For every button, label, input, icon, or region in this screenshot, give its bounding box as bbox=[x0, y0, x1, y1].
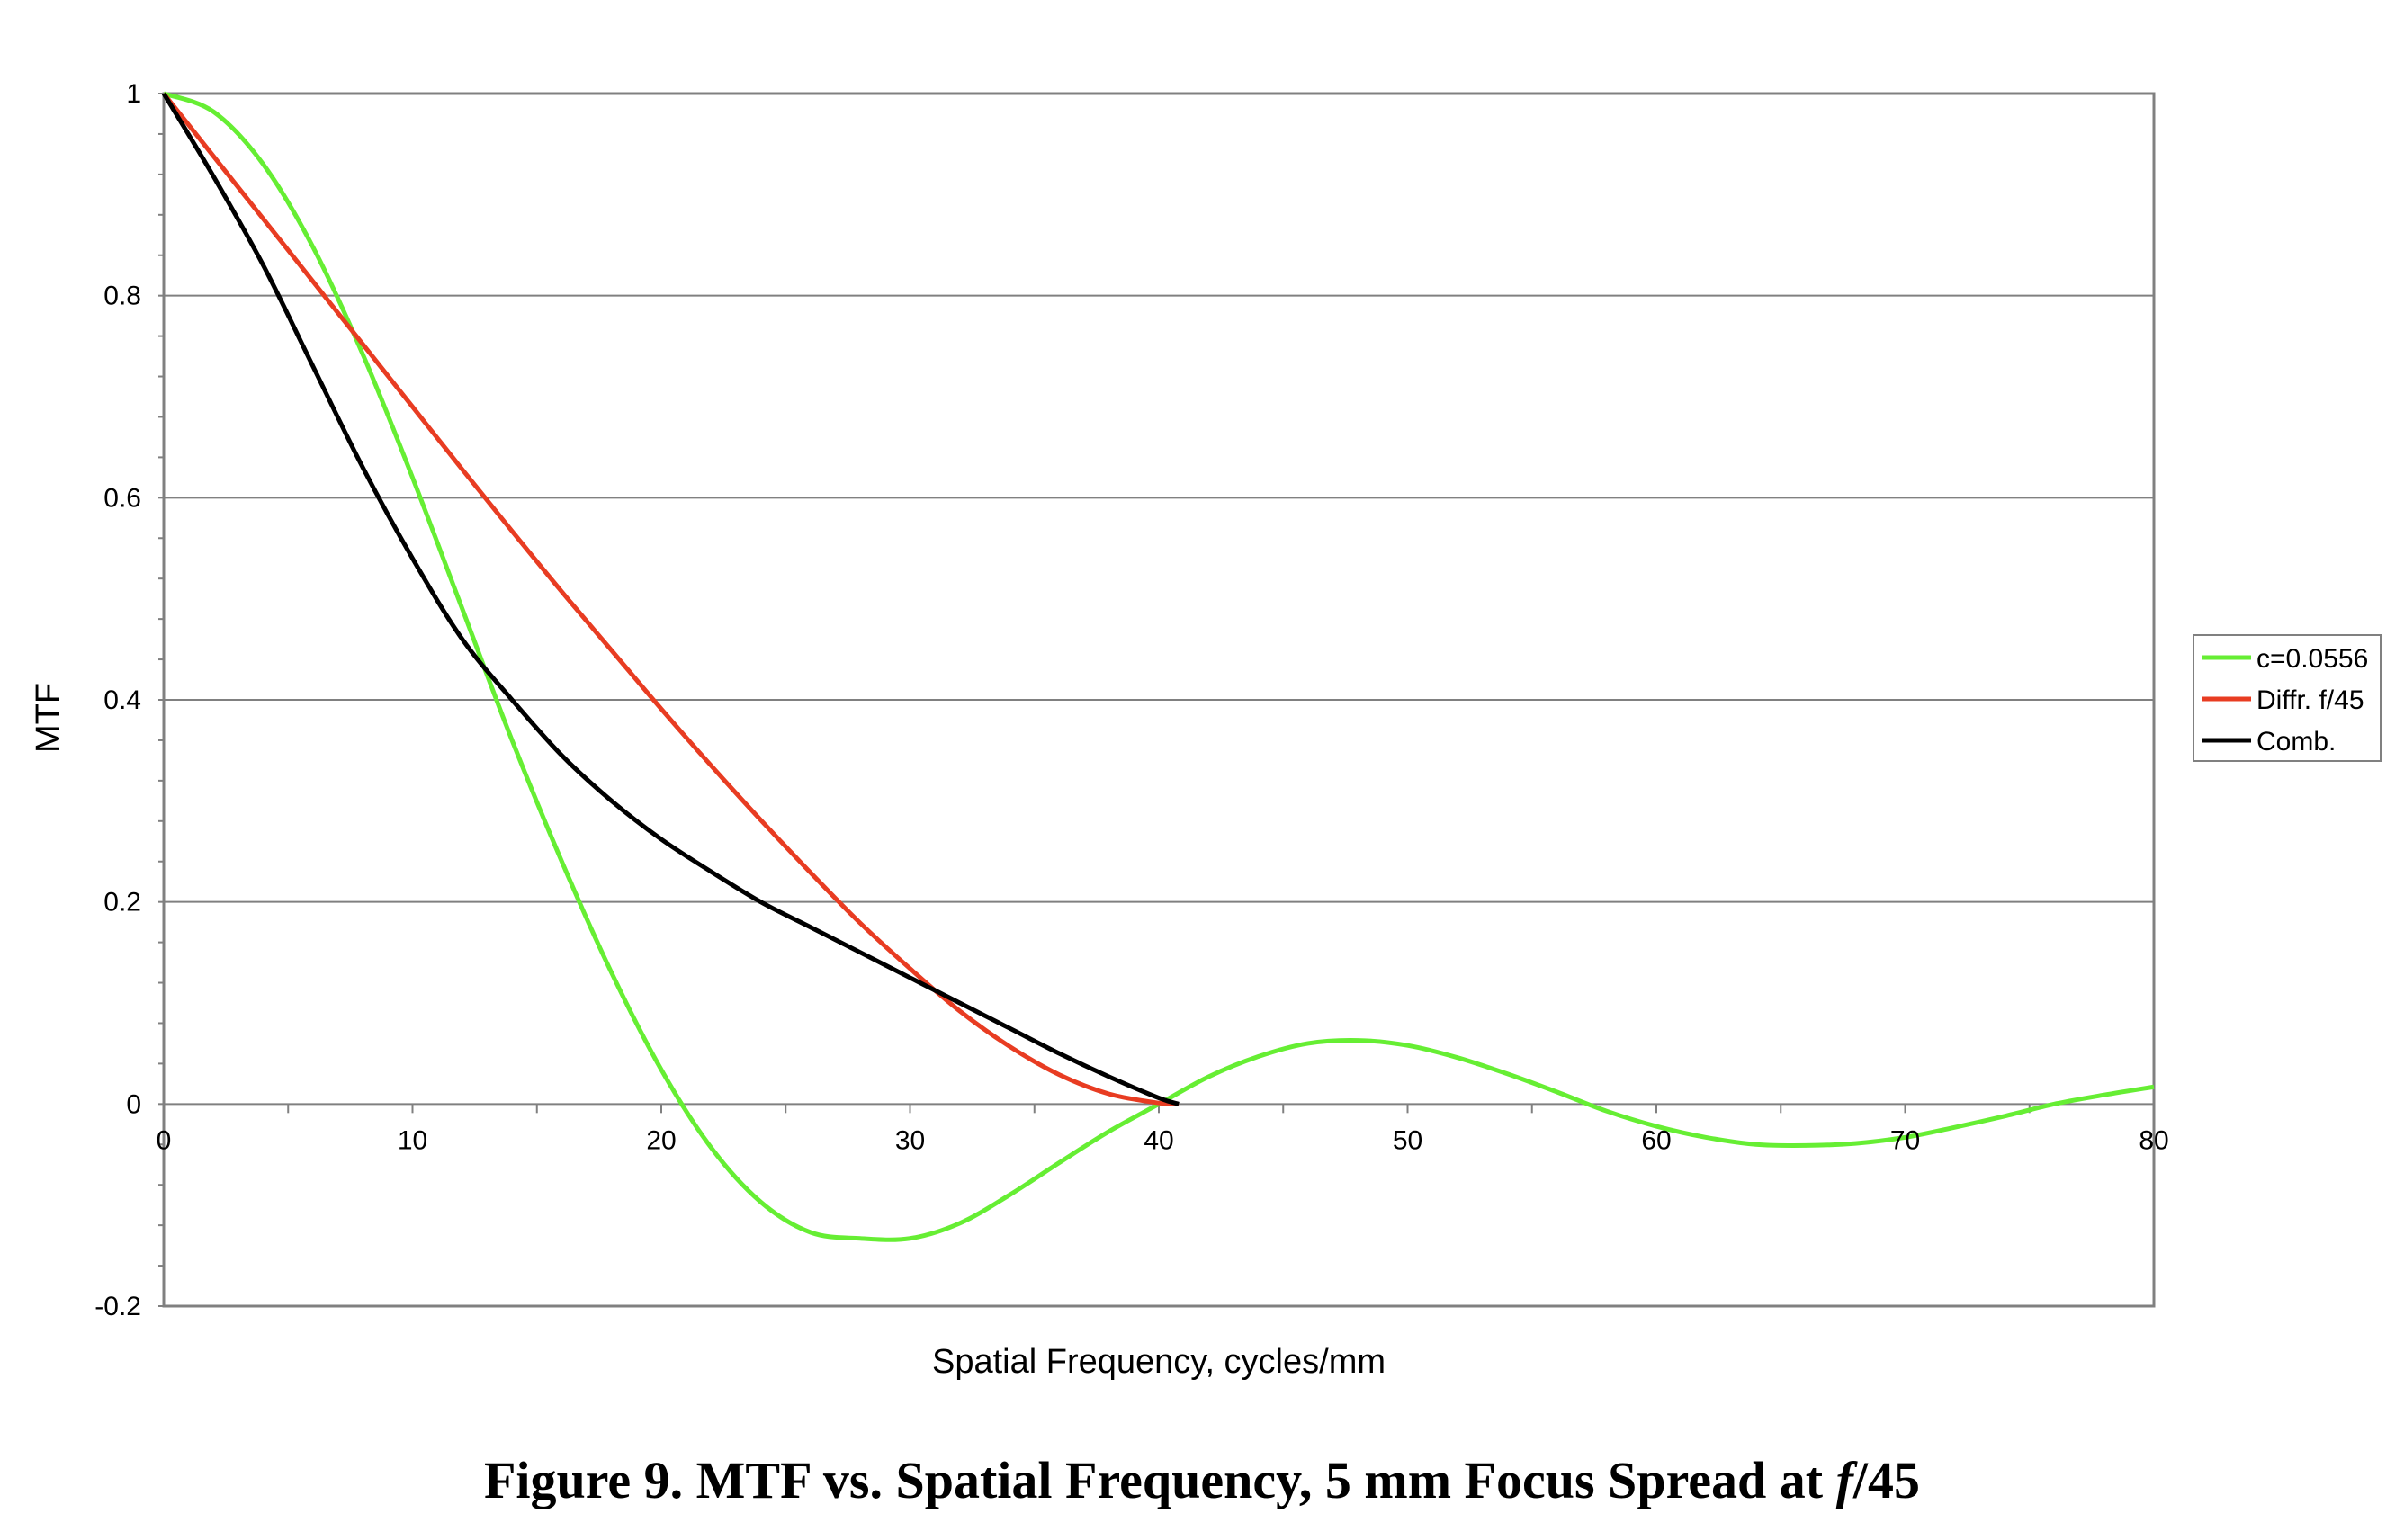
x-tick-label: 20 bbox=[646, 1125, 676, 1155]
x-tick-label: 0 bbox=[157, 1125, 172, 1155]
mtf-chart: 0 10 20 30 40 50 60 70 80 -0.2 0 0.2 0.4 0.6 0.8 1 Spa… bbox=[30, 79, 2382, 1381]
caption-italic-f: f bbox=[1835, 1451, 1853, 1509]
series-line-2 bbox=[161, 92, 1180, 1106]
y-tick-label: 0.2 bbox=[103, 888, 141, 918]
legend: c=0.0556 Diffr. f/45 Comb. bbox=[2193, 634, 2382, 762]
x-tick-labels: 0 10 20 30 40 50 60 70 80 bbox=[157, 1125, 2169, 1155]
minor-ticks bbox=[158, 93, 2155, 1307]
y-tick-label: 1 bbox=[126, 79, 141, 109]
y-tick-label: 0.8 bbox=[103, 282, 141, 311]
figure-caption: Figure 9. MTF vs. Spatial Frequency, 5 m… bbox=[0, 1450, 2404, 1510]
series-line-0 bbox=[163, 91, 2155, 1242]
y-tick-label: -0.2 bbox=[94, 1292, 141, 1321]
caption-suffix: /45 bbox=[1852, 1451, 1921, 1509]
x-axis-title: Spatial Frequency, cycles/mm bbox=[932, 1343, 1386, 1381]
x-tick-label: 80 bbox=[2139, 1125, 2168, 1155]
y-tick-label: 0.4 bbox=[103, 685, 141, 715]
x-tick-label: 60 bbox=[1641, 1125, 1671, 1155]
series-line-1 bbox=[162, 92, 1180, 1106]
legend-label-0: c=0.0556 bbox=[2256, 644, 2368, 674]
x-tick-label: 50 bbox=[1393, 1125, 1422, 1155]
series-lines bbox=[161, 91, 2155, 1242]
caption-prefix: Figure 9. MTF vs. Spatial Frequency, 5 m… bbox=[483, 1451, 1836, 1509]
y-axis-title: MTF bbox=[30, 683, 67, 753]
x-tick-label: 10 bbox=[398, 1125, 427, 1155]
x-tick-label: 30 bbox=[895, 1125, 925, 1155]
legend-label-1: Diffr. f/45 bbox=[2256, 685, 2364, 715]
x-tick-label: 40 bbox=[1144, 1125, 1173, 1155]
y-tick-label: 0 bbox=[126, 1089, 141, 1119]
x-tick-label: 70 bbox=[1890, 1125, 1920, 1155]
legend-label-2: Comb. bbox=[2256, 727, 2336, 757]
gridlines bbox=[164, 294, 2154, 1106]
y-tick-label: 0.6 bbox=[103, 483, 141, 513]
y-tick-labels: -0.2 0 0.2 0.4 0.6 0.8 1 bbox=[94, 79, 141, 1321]
